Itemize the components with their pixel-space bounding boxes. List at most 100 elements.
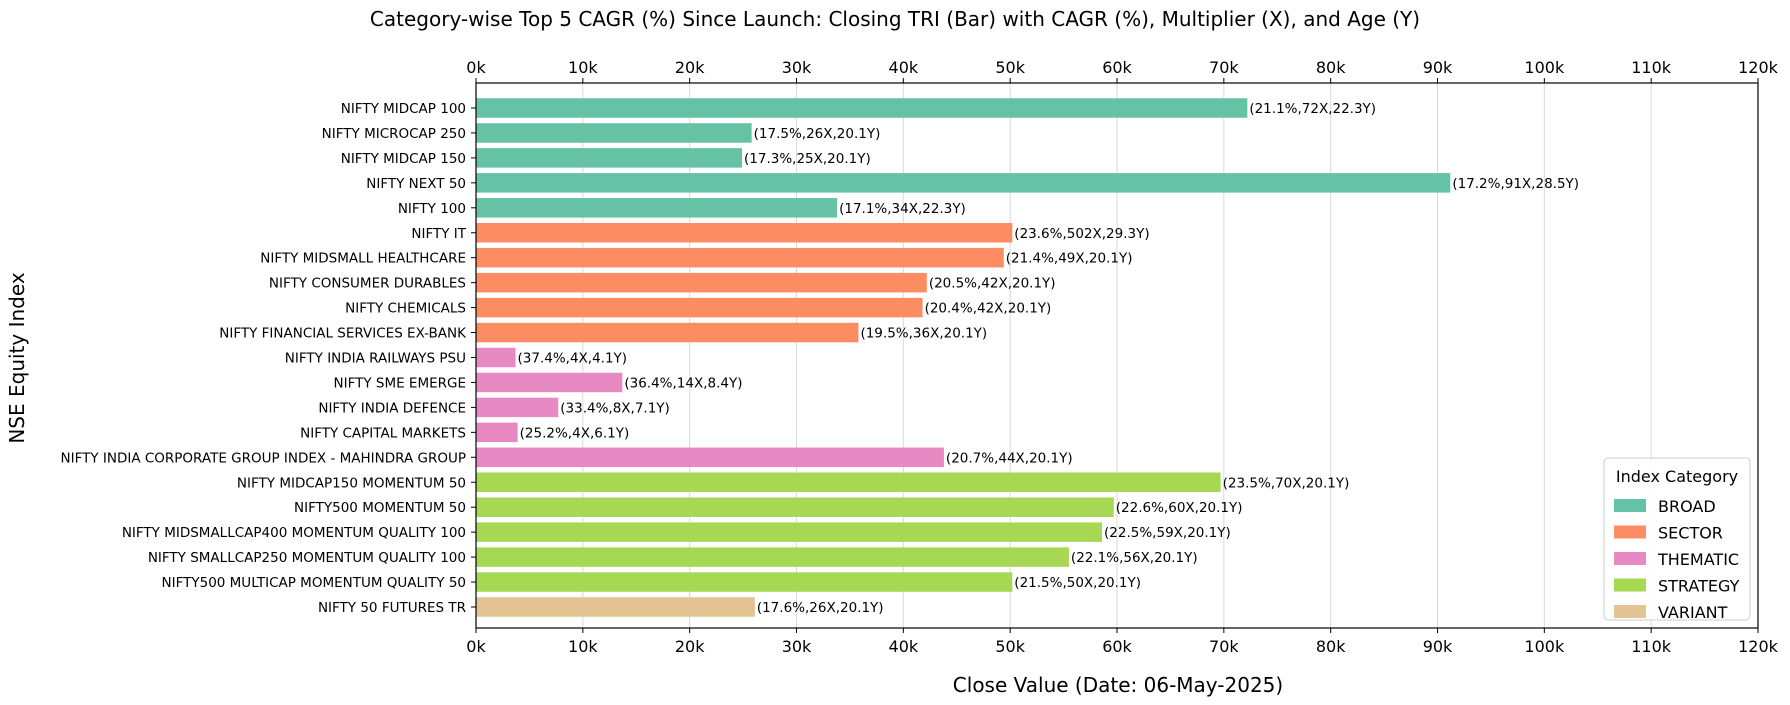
- bar-data-label: (17.3%,25X,20.1Y): [744, 151, 871, 167]
- bar-data-label: (17.2%,91X,28.5Y): [1452, 176, 1579, 192]
- category-label: NIFTY SMALLCAP250 MOMENTUM QUALITY 100: [148, 550, 466, 566]
- category-label: NIFTY CAPITAL MARKETS: [300, 425, 466, 441]
- legend-title: Index Category: [1616, 467, 1738, 486]
- bar-broad: [476, 123, 752, 143]
- category-label: NIFTY CHEMICALS: [345, 301, 466, 317]
- bar-sector: [476, 322, 859, 343]
- x-tick-label-bottom: 110k: [1631, 637, 1672, 656]
- x-tick-label-top: 50k: [995, 58, 1025, 77]
- legend-label-strategy: STRATEGY: [1658, 577, 1740, 596]
- category-labels: NIFTY MIDCAP 100 NIFTY MICROCAP 250 NIFTY …: [60, 101, 476, 616]
- x-tick-label-bottom: 70k: [1209, 637, 1239, 656]
- bar-strategy: [476, 572, 1013, 592]
- legend-swatch-variant: [1614, 605, 1646, 618]
- bar-data-label: (17.6%,26X,20.1Y): [757, 600, 884, 616]
- bar-data-label: (21.4%,49X,20.1Y): [1006, 251, 1133, 267]
- x-tick-label-bottom: 120k: [1738, 637, 1779, 656]
- bar-sector: [476, 247, 1004, 268]
- bar-thematic: [476, 372, 623, 393]
- x-tick-label-top: 120k: [1738, 58, 1779, 77]
- bar-data-label: (17.1%,34X,22.3Y): [839, 201, 966, 217]
- category-label: NIFTY INDIA RAILWAYS PSU: [285, 351, 466, 367]
- bar-data-label: (17.5%,26X,20.1Y): [754, 126, 881, 142]
- x-tick-label-top: 30k: [782, 58, 812, 77]
- x-tick-label-bottom: 50k: [995, 637, 1025, 656]
- bar-strategy: [476, 472, 1221, 492]
- bar-strategy: [476, 497, 1114, 517]
- x-tick-label-bottom: 30k: [782, 637, 812, 656]
- bar-broad: [476, 198, 838, 218]
- x-tick-label-top: 110k: [1631, 58, 1672, 77]
- bar-data-label: (33.4%,8X,7.1Y): [560, 400, 670, 416]
- x-tick-label-top: 10k: [568, 58, 598, 77]
- category-label: NIFTY500 MULTICAP MOMENTUM QUALITY 50: [162, 575, 467, 591]
- bar-sector: [476, 223, 1013, 243]
- x-axis-ticks: 0k 0k 10k 10k 20k 20k 30k 30k 40k 40k 50k 50k 60k 60k…: [466, 58, 1778, 656]
- x-tick-label-top: 80k: [1316, 58, 1346, 77]
- legend-label-variant: VARIANT: [1658, 603, 1728, 622]
- bar-strategy: [476, 522, 1103, 542]
- x-tick-label-top: 100k: [1524, 58, 1565, 77]
- legend-swatch-sector: [1614, 525, 1646, 539]
- bar-data-label: (37.4%,4X,4.1Y): [518, 351, 628, 367]
- bar-broad: [476, 98, 1248, 118]
- x-tick-label-top: 40k: [889, 58, 919, 77]
- x-tick-label-bottom: 60k: [1102, 637, 1132, 656]
- legend-label-broad: BROAD: [1658, 497, 1716, 516]
- category-label: NIFTY FINANCIAL SERVICES EX-BANK: [219, 326, 467, 342]
- category-label: NIFTY NEXT 50: [366, 176, 466, 192]
- bar-broad: [476, 148, 743, 168]
- bar-data-label: (22.5%,59X,20.1Y): [1104, 525, 1231, 541]
- bar-thematic: [476, 397, 559, 418]
- x-tick-label-bottom: 80k: [1316, 637, 1346, 656]
- category-label: NIFTY SME EMERGE: [333, 375, 466, 391]
- bars: [476, 98, 1451, 617]
- legend-label-sector: SECTOR: [1658, 524, 1723, 543]
- x-tick-label-top: 0k: [466, 58, 486, 77]
- category-label: NIFTY INDIA CORPORATE GROUP INDEX - MAHI…: [60, 450, 466, 466]
- category-label: NIFTY CONSUMER DURABLES: [269, 276, 466, 292]
- category-label: NIFTY MIDSMALLCAP400 MOMENTUM QUALITY 10…: [122, 525, 466, 541]
- x-tick-label-bottom: 40k: [889, 637, 919, 656]
- bar-thematic: [476, 347, 516, 368]
- bar-thematic: [476, 422, 518, 443]
- bar-data-label: (23.6%,502X,29.3Y): [1014, 226, 1149, 242]
- legend-swatch-broad: [1614, 499, 1646, 512]
- category-label: NIFTY 50 FUTURES TR: [318, 600, 466, 616]
- bar-data-label: (21.1%,72X,22.3Y): [1249, 101, 1376, 117]
- bar-broad: [476, 173, 1451, 193]
- bar-data-label: (20.7%,44X,20.1Y): [946, 450, 1073, 466]
- category-label: NIFTY MIDSMALL HEALTHCARE: [260, 251, 466, 267]
- chart-title: Category-wise Top 5 CAGR (%) Since Launc…: [370, 7, 1420, 31]
- bar-data-label: (36.4%,14X,8.4Y): [624, 375, 742, 391]
- x-tick-label-bottom: 0k: [466, 637, 486, 656]
- x-tick-label-top: 60k: [1102, 58, 1132, 77]
- bar-sector: [476, 272, 927, 293]
- x-tick-label-top: 90k: [1423, 58, 1453, 77]
- legend: Index Category BROAD SECTOR THEMATIC STRATEG…: [1603, 457, 1751, 622]
- category-label: NIFTY500 MOMENTUM 50: [294, 500, 466, 516]
- x-tick-label-bottom: 90k: [1423, 637, 1453, 656]
- bar-data-label: (20.4%,42X,20.1Y): [925, 301, 1052, 317]
- bar-variant: [476, 597, 755, 617]
- x-tick-label-bottom: 20k: [675, 637, 705, 656]
- bar-thematic: [476, 447, 944, 468]
- bar-strategy: [476, 547, 1069, 567]
- bar-data-label: (22.1%,56X,20.1Y): [1071, 550, 1198, 566]
- y-axis-title: NSE Equity Index: [5, 272, 29, 443]
- bar-data-label: (25.2%,4X,6.1Y): [520, 425, 630, 441]
- legend-label-thematic: THEMATIC: [1657, 550, 1739, 569]
- bar-sector: [476, 297, 923, 318]
- category-label: NIFTY MICROCAP 250: [322, 126, 466, 142]
- legend-swatch-strategy: [1614, 578, 1646, 592]
- category-label: NIFTY MIDCAP 100: [341, 101, 466, 117]
- x-tick-label-top: 20k: [675, 58, 705, 77]
- category-label: NIFTY INDIA DEFENCE: [318, 400, 466, 416]
- category-label: NIFTY 100: [398, 201, 466, 217]
- data-labels: (21.1%,72X,22.3Y) (17.5%,26X,20.1Y) (17.3%…: [518, 101, 1580, 616]
- bar-data-label: (23.5%,70X,20.1Y): [1223, 475, 1350, 491]
- bar-data-label: (21.5%,50X,20.1Y): [1014, 575, 1141, 591]
- category-label: NIFTY IT: [411, 226, 466, 242]
- bar-data-label: (19.5%,36X,20.1Y): [860, 326, 987, 342]
